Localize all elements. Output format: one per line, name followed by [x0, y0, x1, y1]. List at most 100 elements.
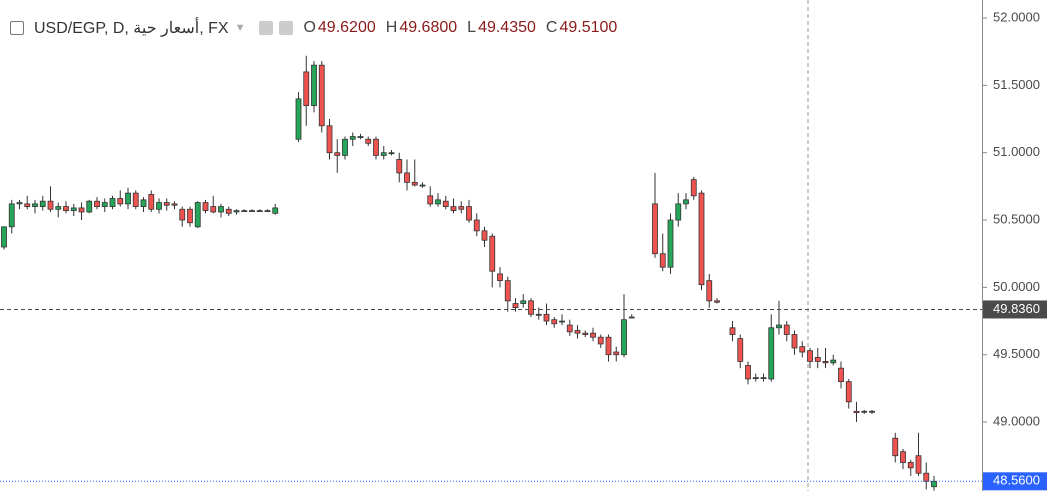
candle-body: [24, 203, 31, 207]
candle-body: [628, 316, 635, 319]
candle-body: [349, 136, 356, 140]
candle-body: [512, 303, 519, 308]
candle-body: [101, 202, 108, 207]
candle-body: [233, 210, 240, 213]
candle-body: [543, 313, 550, 322]
candle-body: [225, 208, 232, 214]
candle-body: [109, 198, 116, 207]
ohlc-value: 49.4350: [478, 19, 536, 36]
ohlc-key: C: [545, 19, 558, 36]
settings-icon[interactable]: [279, 21, 294, 35]
candle-body: [822, 361, 829, 364]
candle-body: [590, 332, 596, 338]
candle-body: [171, 203, 178, 206]
symbol[interactable]: USD/EGP, D, أسعار حية, FX: [34, 20, 229, 37]
candle-body: [683, 199, 689, 205]
candle-body: [892, 437, 899, 457]
candle-body: [783, 324, 790, 335]
candle-body: [8, 203, 15, 228]
dropdown[interactable]: ▼: [234, 22, 246, 34]
candle-body: [55, 206, 62, 210]
candle-body: [814, 357, 821, 362]
candle-body: [473, 219, 480, 232]
candle-body: [241, 210, 248, 213]
candle-body: [582, 332, 589, 335]
candle-body: [117, 198, 124, 205]
collapse-icon[interactable]: [10, 21, 24, 35]
candle-body: [791, 334, 798, 349]
candle-body: [132, 192, 139, 207]
candle-body: [907, 462, 914, 469]
candle-body: [481, 230, 488, 241]
candle-body: [63, 206, 69, 212]
candle-body: [520, 300, 527, 304]
candle-body: [900, 451, 906, 463]
candle-body: [404, 172, 410, 183]
y-tick-label: 52.0000: [993, 9, 1040, 24]
candle-body: [396, 159, 403, 174]
candle-body: [380, 152, 387, 156]
candle-body: [125, 192, 131, 205]
candle-body: [256, 210, 263, 213]
candle-body: [535, 313, 542, 316]
candle-body: [373, 138, 379, 156]
candle-body: [16, 202, 23, 205]
legend: USD/EGP, D, أسعار حية, FX ▼ O 49.6200 H 49.…: [10, 18, 617, 38]
ohlc-value: 49.6200: [317, 19, 376, 36]
candle-body: [659, 253, 666, 268]
candle-body: [295, 98, 302, 140]
candle-body: [745, 365, 751, 380]
candle-body: [613, 351, 620, 356]
candle-body: [210, 206, 217, 213]
candle-body: [799, 346, 806, 353]
candle-body: [388, 152, 395, 155]
candle-body: [140, 199, 147, 207]
candle-body: [760, 377, 767, 380]
candle-body: [163, 202, 170, 206]
candle-body: [194, 202, 201, 228]
y-tick-label: 51.0000: [993, 144, 1040, 159]
ohlc: O 49.6200 H 49.6800 L 49.4350 C 49.5100: [293, 19, 617, 37]
candle-body: [466, 206, 472, 221]
eye-icon[interactable]: [259, 21, 274, 35]
candle-body: [776, 324, 782, 329]
candle-body: [528, 300, 534, 315]
candle-body: [249, 210, 255, 213]
candle-body: [326, 125, 333, 154]
candle-body: [318, 64, 325, 127]
candle-body: [504, 280, 511, 302]
price-tag: [983, 300, 1047, 319]
candle-body: [218, 206, 224, 213]
candle-body: [365, 138, 372, 144]
candle-body: [47, 200, 54, 210]
candle-body: [729, 327, 736, 335]
candle-body: [915, 455, 922, 474]
candle-body: [311, 64, 317, 106]
candle-body: [156, 202, 162, 210]
candle-body: [187, 208, 193, 224]
candle-body: [1, 226, 7, 248]
candle-body: [357, 136, 364, 138]
ohlc-value: 49.5100: [559, 19, 618, 36]
y-tick-label: 49.0000: [993, 413, 1040, 428]
candle-body: [148, 194, 155, 210]
candle-body: [272, 207, 279, 214]
candle-body: [667, 219, 674, 268]
price-tag-label: 49.8360: [993, 301, 1040, 316]
candle-body: [752, 377, 759, 380]
ohlc-key: L: [467, 19, 477, 36]
candle-body: [94, 200, 100, 207]
candle-body: [845, 381, 852, 403]
candle-body: [342, 138, 348, 156]
y-tick-label: 49.5000: [993, 346, 1040, 361]
candle-body: [32, 203, 38, 207]
candle-body: [698, 192, 705, 286]
candle-body: [714, 300, 720, 303]
ohlc-key: O: [303, 19, 316, 36]
candle-body: [489, 235, 496, 272]
candle-body: [264, 210, 271, 213]
candle-body: [861, 410, 868, 413]
price-axis: [982, 0, 1047, 491]
candle-body: [435, 199, 441, 205]
